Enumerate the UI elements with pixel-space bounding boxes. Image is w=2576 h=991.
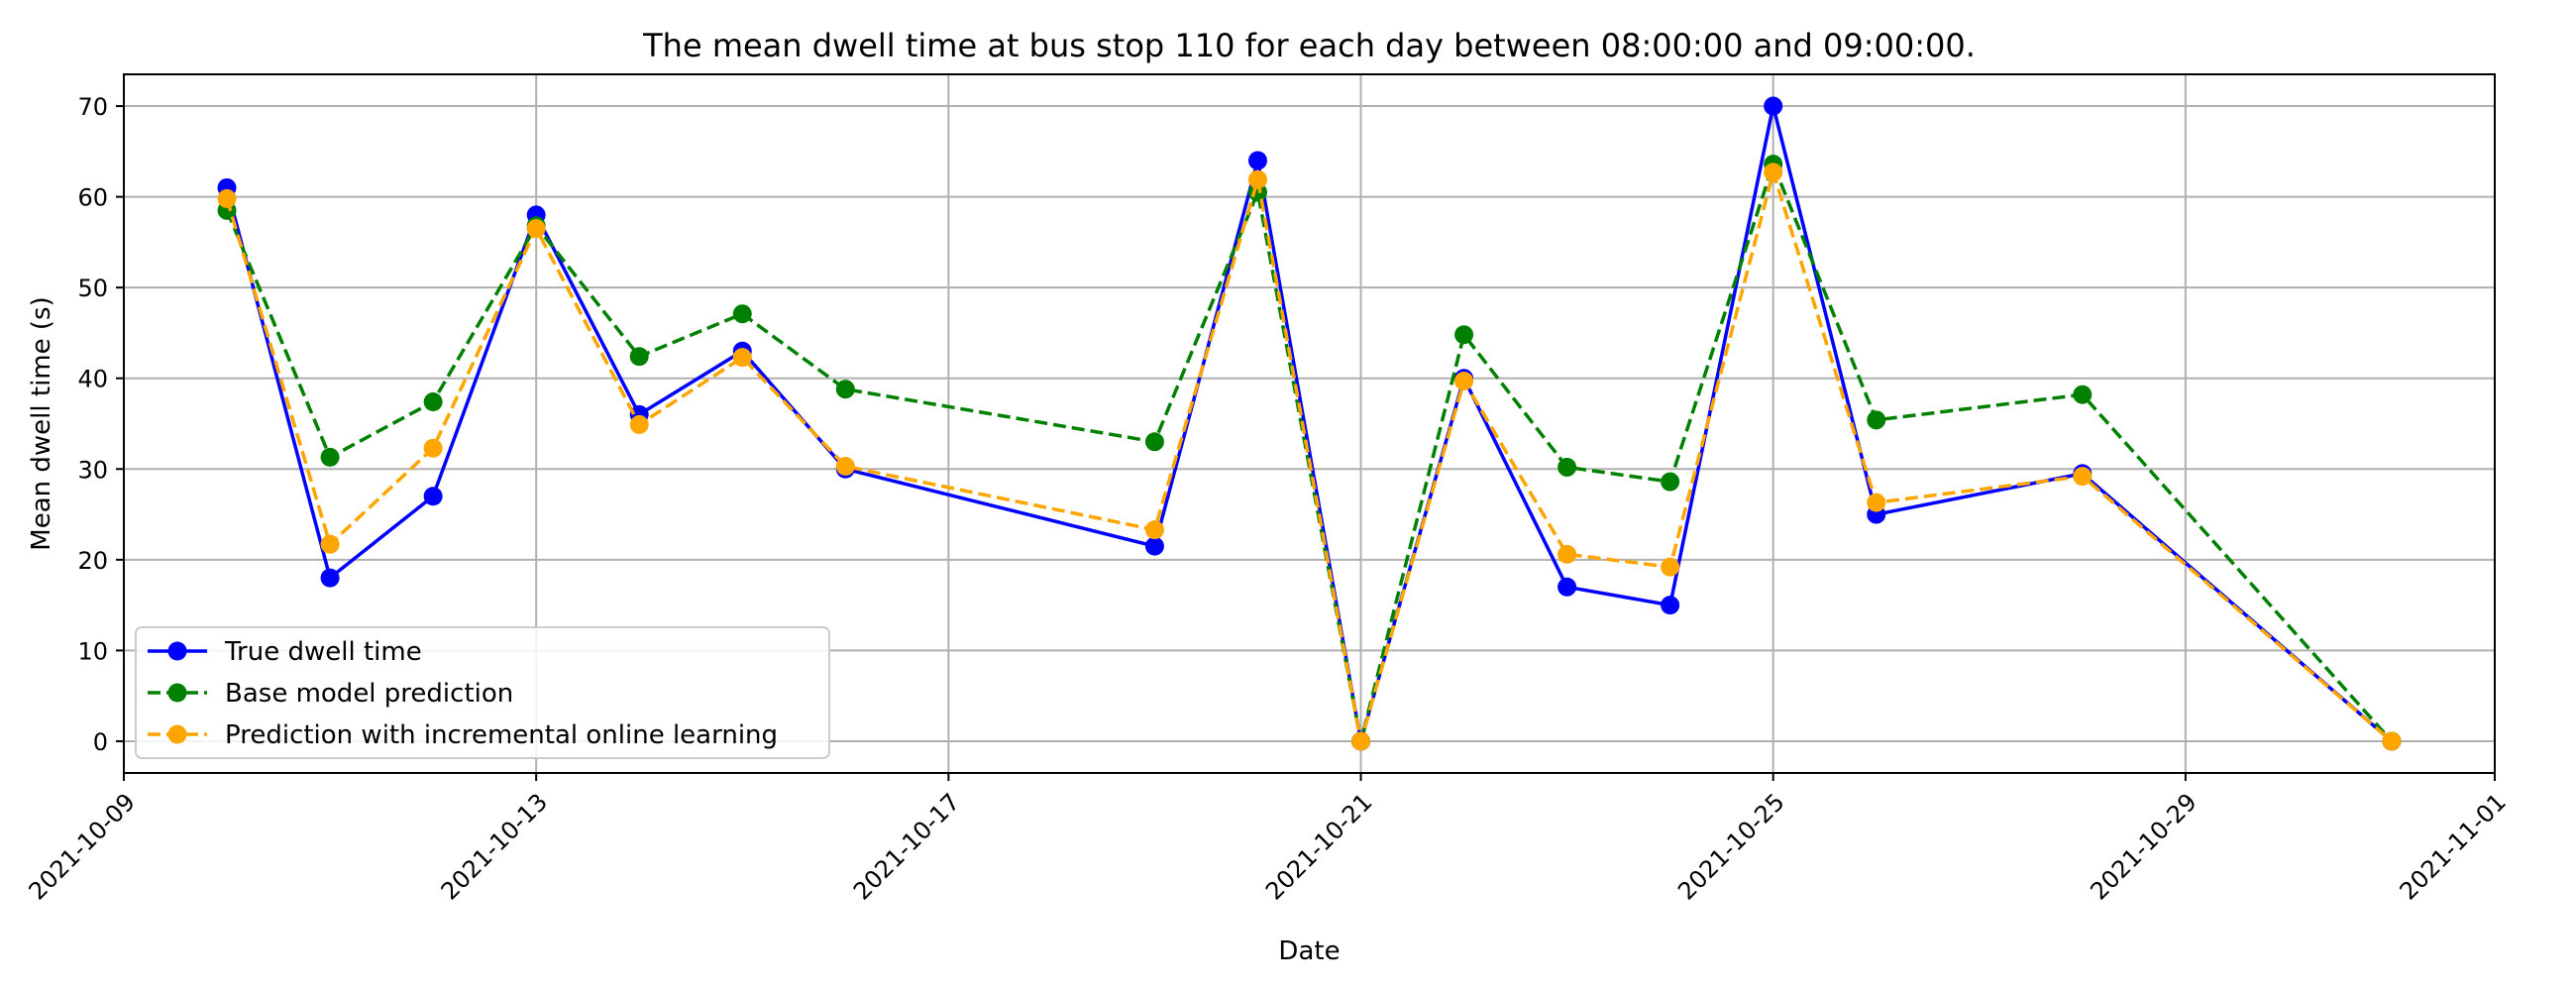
y-tick-label: 10 [77,637,108,665]
data-point [1661,557,1680,577]
data-point [629,414,649,434]
data-point [1351,731,1371,751]
legend-label: True dwell time [224,637,422,667]
data-point [1454,325,1474,345]
legend: True dwell time Base model prediction Pred… [135,626,830,759]
data-point [1661,472,1680,492]
data-point [629,347,649,367]
data-point [1144,432,1164,452]
y-tick-label: 50 [77,275,108,302]
data-point [1557,577,1577,597]
data-point [2073,467,2093,487]
data-point [1247,151,1267,170]
data-point [2073,385,2093,404]
series-line [225,170,2394,743]
data-point [1454,371,1474,390]
data-point [423,392,443,412]
data-point [1764,96,1783,116]
data-point [1144,536,1164,556]
series-line [225,162,2394,743]
data-point [1764,163,1783,182]
y-tick-label: 30 [77,456,108,484]
data-point [1867,410,1886,430]
y-tick-label: 40 [77,366,108,393]
data-point [1557,544,1577,564]
data-point [1867,493,1886,512]
data-point [835,380,855,399]
plot-frame [123,73,2496,774]
data-point [423,487,443,506]
data-point [320,534,340,554]
data-point [320,568,340,588]
legend-label: Prediction with incremental online learn… [225,720,778,750]
data-point [1661,596,1680,615]
legend-box [135,626,830,759]
y-tick-label: 60 [77,184,108,212]
legend-marker [167,641,187,661]
data-point [526,219,546,239]
data-point [1144,520,1164,540]
data-point [835,457,855,477]
series-layer [217,96,2402,751]
series-prediction-with-incremental-online-learning [217,163,2402,751]
y-tick-label: 20 [77,547,108,575]
legend-marker [167,683,187,703]
data-point [732,304,752,324]
data-point [217,188,237,208]
y-tick-label: 0 [93,728,108,756]
legend-label: Base model prediction [225,679,513,709]
data-point [732,348,752,368]
chart-title: The mean dwell time at bus stop 110 for … [642,27,1976,64]
data-point [320,447,340,467]
legend-marker [167,724,187,744]
y-tick-label: 70 [77,93,108,121]
data-point [2382,731,2402,751]
y-axis-title: Mean dwell time (s) [27,296,56,550]
data-point [1247,169,1267,189]
data-point [423,438,443,458]
grid-lines [123,74,2496,773]
data-point [1557,457,1577,477]
x-axis-title: Date [1278,936,1340,966]
